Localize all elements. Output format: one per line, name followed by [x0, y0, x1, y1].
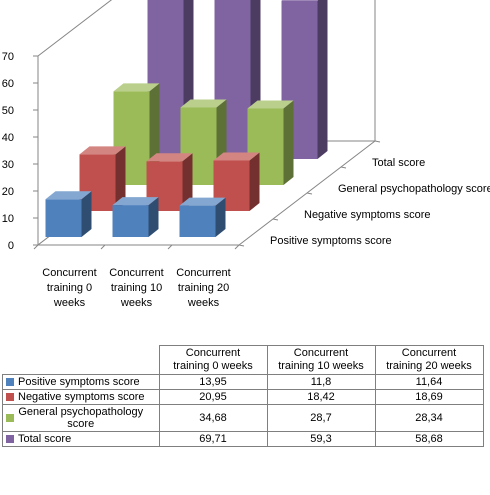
bar-1-3-top [179, 197, 226, 206]
bar-1-1-top [45, 191, 92, 200]
y-tick-label: 40 [2, 132, 14, 144]
depth-tick-mark [238, 244, 245, 247]
bar-2-2-side [182, 153, 193, 211]
column-header-3: Concurrent training 20 weeks [374, 345, 484, 375]
column-header-1: Concurrent training 0 weeks [158, 345, 268, 375]
table-cell-2-2: 18,42 [266, 389, 376, 405]
depth-tick-mark [374, 140, 381, 143]
data-table: Concurrent training 0 weeks Concurrent trai… [2, 345, 484, 447]
bar-2-1-side [115, 146, 126, 211]
x-tick-label-1: Concurrent training 0 weeks [42, 267, 96, 309]
depth-axis-label-4: Total score [372, 157, 425, 169]
column-header-2: Concurrent training 10 weeks [266, 345, 376, 375]
y-tick-label: 20 [2, 186, 14, 198]
table-cell-4-1: 69,71 [158, 431, 268, 447]
table-cell-3-3: 28,34 [374, 404, 484, 432]
bar-2-1-top [79, 146, 126, 155]
y-tick-label: 10 [2, 213, 14, 225]
bar-3-3-top [247, 100, 294, 109]
table-cell-4-2: 59,3 [266, 431, 376, 447]
bar-1-2-side [148, 197, 159, 237]
y-tick-label: 0 [8, 240, 14, 252]
legend-key-1 [6, 378, 14, 387]
table-cell-3-2: 28,7 [266, 404, 376, 432]
legend-key-4 [6, 435, 14, 444]
y-tick-label: 60 [2, 78, 14, 90]
table-cell-2-1: 20,95 [158, 389, 268, 405]
depth-tick-mark [340, 166, 347, 169]
bar-1-2-front [112, 205, 149, 237]
chart-area: 0 10 20 30 40 50 60 70 Positive symptoms score Ne… [2, 0, 490, 309]
table-corner [2, 345, 160, 375]
depth-axis-label-3: General psychopathology score [338, 183, 490, 195]
row-label-3: General psychopathology score [2, 404, 160, 432]
bar-2-3 [213, 152, 260, 211]
bar-4-3-top [281, 0, 319, 1]
row-label-2: Negative symptoms score [2, 389, 160, 405]
bar-1-1 [45, 191, 92, 237]
bar-4-3-side [317, 0, 328, 159]
bar-1-1-front [45, 199, 82, 237]
row-label-4: Total score [2, 431, 160, 447]
table-cell-2-3: 18,69 [374, 389, 484, 405]
bar-1-1-side [81, 191, 92, 237]
table-cell-1-3: 11,64 [374, 374, 484, 390]
table-cell-1-2: 11,8 [266, 374, 376, 390]
legend-key-3 [6, 414, 14, 422]
bar-2-2-top [146, 153, 193, 162]
depth-tick-mark [272, 218, 279, 221]
bar-1-3-front [179, 205, 216, 237]
table-header-row: Concurrent training 0 weeks Concurrent trai… [2, 345, 484, 375]
x-tick-mark [100, 244, 106, 250]
bar-3-1 [113, 83, 160, 185]
x-tick-label-2: Concurrent training 10 weeks [109, 267, 163, 309]
y-tick-label: 50 [2, 105, 14, 117]
bar-2-3-top [213, 152, 260, 161]
bar-1-3-side [215, 197, 226, 237]
y-tick-label: 30 [2, 159, 14, 171]
table-cell-4-3: 58,68 [374, 431, 484, 447]
bar-3-3-side [283, 100, 294, 185]
y-tick-label: 70 [2, 51, 14, 63]
x-tick-mark [234, 244, 240, 250]
x-tick-mark [167, 244, 173, 250]
table-row: General psychopathology score 34,68 28,7 28,… [2, 404, 484, 432]
depth-tick-mark [306, 192, 313, 195]
data-table-container: Concurrent training 0 weeks Concurrent trai… [2, 345, 484, 447]
bar-2-1 [79, 146, 126, 211]
x-tick-label-3: Concurrent training 20 weeks [176, 267, 230, 309]
table-row: Negative symptoms score 20,95 18,42 18,69 [2, 389, 484, 405]
depth-axis-label-2: Negative symptoms score [304, 209, 431, 221]
table-row: Positive symptoms score 13,95 11,8 11,64 [2, 374, 484, 390]
bar-3-2-top [180, 99, 227, 108]
table-row: Total score 69,71 59,3 58,68 [2, 431, 484, 447]
bar-4-3 [281, 0, 328, 159]
bar-1-2 [112, 197, 159, 237]
row-label-1: Positive symptoms score [2, 374, 160, 390]
bar-3-1-top [113, 83, 160, 92]
table-cell-1-1: 13,95 [158, 374, 268, 390]
x-tick-mark [33, 244, 39, 250]
table-cell-3-1: 34,68 [158, 404, 268, 432]
bar-2-3-side [249, 152, 260, 211]
depth-axis-label-1: Positive symptoms score [270, 235, 392, 247]
bar-1-2-top [112, 197, 159, 206]
bar-1-3 [179, 197, 226, 237]
legend-key-2 [6, 393, 14, 402]
chart-svg: 0 10 20 30 40 50 60 70 Positive symptoms score Ne… [2, 0, 490, 309]
